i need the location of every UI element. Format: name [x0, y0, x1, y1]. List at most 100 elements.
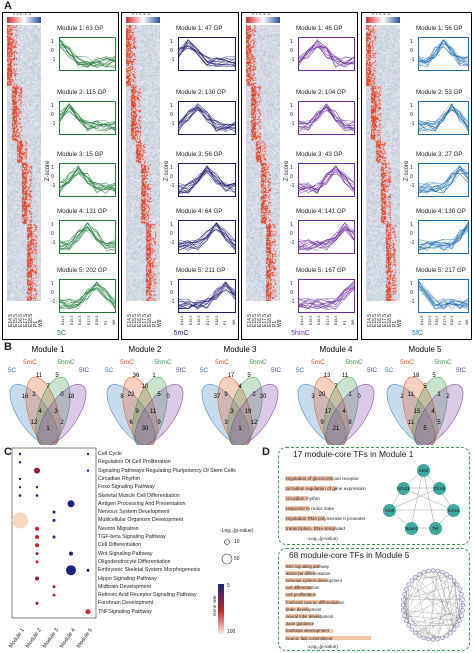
module-title: Module 3: 43 GP: [296, 151, 343, 158]
module-xtick: E14.5: [180, 315, 184, 325]
module-xtick: E16.5: [197, 315, 202, 325]
module-ytick: -1: [290, 183, 295, 189]
module-title: Module 3: 56 GP: [176, 151, 223, 158]
module-title: Module 2: 115 GP: [57, 89, 107, 96]
module-ytick: 0: [410, 48, 413, 54]
dotplot-canvas: [11, 447, 97, 619]
module-xtick: W8: [351, 319, 355, 325]
module-trend-lines: [419, 222, 468, 251]
heatmap: [7, 25, 41, 301]
group-label-5c: 5C: [57, 330, 66, 337]
tf-network-node: [459, 613, 464, 618]
tf-term-bar: [285, 628, 333, 633]
tf-network-node: [455, 582, 460, 587]
tf-term-bar: [285, 496, 307, 501]
module-trend-lines: [179, 281, 235, 310]
size-legend: [221, 539, 233, 565]
module-xtick: E18.5: [95, 315, 99, 325]
venn-count: 30: [142, 426, 149, 432]
module-ytick: 0: [170, 231, 173, 237]
venn-count: 1: [238, 426, 242, 432]
module-title: Module 1: 63 GP: [57, 25, 104, 32]
size-legend-title: -Log₁₀(p-value): [220, 528, 254, 534]
module-title: Module 1: 56 GP: [416, 25, 463, 32]
venn-set-mc: [217, 376, 253, 445]
venn-set-fc: [229, 384, 279, 445]
venn-count: 2: [446, 394, 450, 400]
enrichment-dot: [35, 543, 39, 548]
venn-label-mc: 5mC: [23, 359, 37, 366]
panel-d-module1-box: 17 module-core TFs in Module 1 regulatio…: [278, 447, 470, 545]
tf-term-bar: [285, 578, 327, 583]
module-xtick: P1: [103, 320, 108, 325]
venn-count: 9: [320, 420, 324, 426]
module-ytick: 1: [170, 39, 173, 45]
venn-title: Module 1: [32, 345, 65, 354]
module-ytick: -1: [51, 183, 56, 189]
heatmap-xtick: W8: [277, 319, 283, 328]
venn-count: 21: [333, 426, 340, 432]
module-xtick: E17.5: [442, 315, 447, 325]
venn-count: 2: [60, 420, 64, 426]
tf-term-label: forebrain neuron differentiation: [286, 599, 345, 605]
enrichment-term: Forebrain Development: [98, 600, 154, 607]
module-trend-lines: [179, 103, 235, 132]
group-5fc: 2 1 0 -1 -2 E14.5 E15.5 E16.5 E17.5 E18.5 P1 W8…: [361, 11, 472, 340]
venn-set-fc: [134, 384, 184, 445]
module-ytick: 1: [410, 103, 413, 109]
venn-set-mc: [122, 376, 158, 445]
tf-term-label: regulation of glucocorticoid receptor: [286, 476, 359, 481]
tf-term-label: Wnt signaling pathway: [286, 563, 329, 569]
module1-tf-title: 17 module-core TFs in Module 1: [293, 449, 414, 459]
tf-network-node: [459, 592, 464, 597]
module-ytick: -1: [170, 240, 175, 246]
module-trend-plot: [298, 101, 355, 135]
venn-set-fc: [37, 384, 87, 445]
venn-label-fc: 5fC: [79, 367, 89, 374]
module-ytick: -1: [51, 57, 56, 63]
module-xtick: E15.5: [188, 315, 193, 325]
module-trend-lines: [60, 165, 115, 194]
module-trend-plot: [298, 220, 355, 254]
colorbar-ticks: 2 1 0 -1 -2: [13, 11, 32, 16]
module-xtick: P1: [223, 320, 228, 325]
group-label-5hmc: 5hmC: [291, 330, 310, 337]
tf-network-node: [401, 608, 406, 613]
venn-count: 16: [22, 394, 29, 400]
venn-set-hmc: [227, 376, 263, 445]
venn-count: 5: [423, 384, 427, 390]
module-trend-lines: [179, 222, 235, 251]
venn-set-fc: [325, 384, 375, 445]
tf-term-label: cell differentiation: [286, 585, 320, 591]
enrichment-dot: [52, 518, 56, 522]
enrichment-term: Embryonic Skeletal System Morphogenesis: [98, 567, 201, 574]
tf-term-label: forebrain development: [286, 628, 329, 634]
tf-network-node: [444, 633, 449, 638]
enrichment-term: TGF-beta Signaling Pathway: [98, 534, 166, 540]
module-ytick: 1: [170, 165, 173, 171]
colorbar: [126, 17, 160, 23]
tf-term-bar: [285, 516, 325, 521]
venn-count: 37: [214, 394, 221, 400]
tf-network-node: [452, 578, 457, 583]
venn-count: 6: [129, 420, 133, 426]
tf-network-node: [406, 582, 411, 587]
module-title: Module 4: 64 GP: [176, 208, 223, 215]
tf-term-bar: [285, 621, 313, 626]
venn-count: 5: [432, 373, 436, 379]
tf-term-label: astrocyte differentiation: [286, 570, 331, 576]
venn-set-c: [106, 384, 156, 445]
tf-network-node: [448, 574, 453, 580]
module-trend-plot: [418, 279, 469, 313]
enrichment-dot: [34, 467, 40, 474]
venn-title: Module 4: [320, 345, 353, 354]
tf-network-node: [457, 618, 462, 623]
enrichment-term: Cell Differentiation: [98, 542, 142, 549]
tf-term-label: nervous system development: [286, 577, 342, 583]
venn-set-c: [201, 384, 251, 445]
module-trend-plot: [178, 163, 236, 197]
module-ytick: 1: [290, 281, 293, 287]
enrichment-term: Foxo Signaling Pathway: [98, 484, 155, 491]
module-xtick: E14.5: [300, 315, 304, 325]
